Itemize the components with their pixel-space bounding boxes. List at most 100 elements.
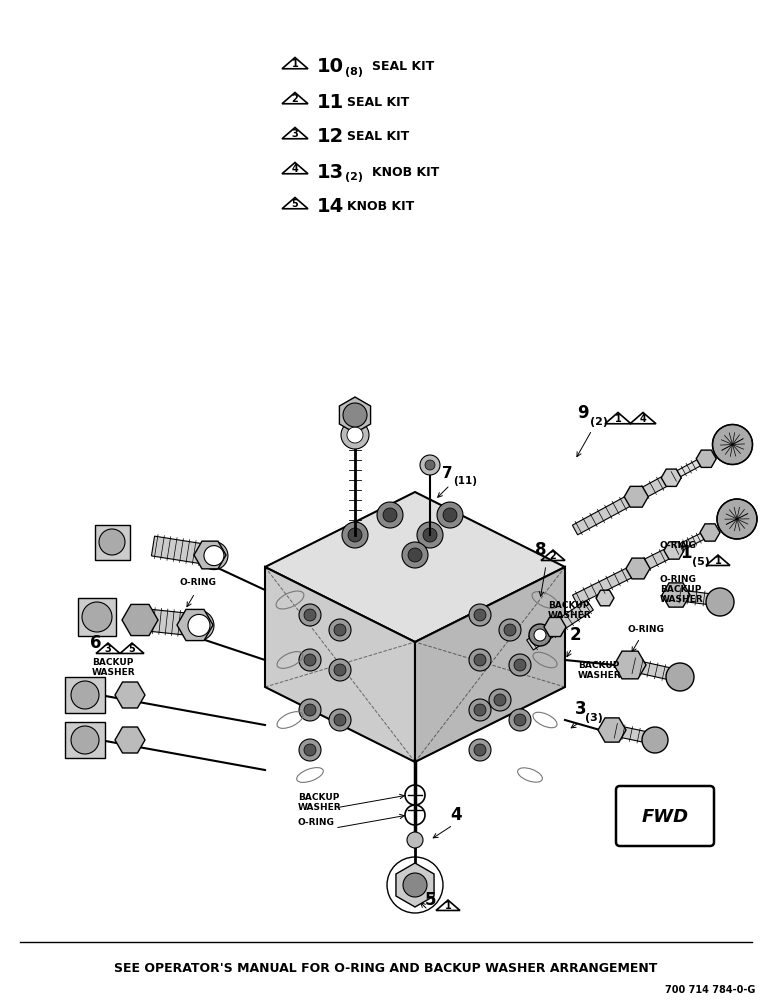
Polygon shape bbox=[265, 492, 565, 642]
Circle shape bbox=[402, 542, 428, 568]
Text: 2: 2 bbox=[550, 551, 557, 561]
Text: SEAL KIT: SEAL KIT bbox=[347, 96, 409, 108]
Circle shape bbox=[407, 832, 423, 848]
Text: 4: 4 bbox=[292, 164, 298, 174]
Polygon shape bbox=[527, 600, 594, 650]
Text: O-RING: O-RING bbox=[660, 575, 697, 584]
Bar bbox=[65, 677, 105, 713]
Text: 10: 10 bbox=[317, 57, 344, 77]
Circle shape bbox=[188, 614, 210, 636]
Text: BACKUP: BACKUP bbox=[92, 658, 134, 667]
Circle shape bbox=[299, 739, 321, 761]
Circle shape bbox=[343, 403, 367, 427]
Text: 6: 6 bbox=[90, 634, 101, 652]
Circle shape bbox=[509, 654, 531, 676]
Text: KNOB KIT: KNOB KIT bbox=[372, 165, 439, 178]
Text: 700 714 784-0-G: 700 714 784-0-G bbox=[665, 985, 755, 995]
Text: BACKUP: BACKUP bbox=[298, 793, 340, 802]
Polygon shape bbox=[611, 725, 651, 743]
Text: SEAL KIT: SEAL KIT bbox=[347, 130, 409, 143]
Circle shape bbox=[514, 714, 526, 726]
Circle shape bbox=[71, 681, 99, 709]
Polygon shape bbox=[265, 567, 415, 762]
Polygon shape bbox=[340, 397, 371, 433]
Circle shape bbox=[474, 654, 486, 666]
Polygon shape bbox=[573, 546, 676, 605]
Polygon shape bbox=[700, 524, 720, 541]
Text: 8: 8 bbox=[535, 541, 547, 559]
Polygon shape bbox=[544, 617, 566, 637]
Polygon shape bbox=[596, 590, 614, 606]
Circle shape bbox=[299, 604, 321, 626]
Circle shape bbox=[299, 649, 321, 671]
Circle shape bbox=[304, 704, 316, 716]
Circle shape bbox=[509, 709, 531, 731]
Text: WASHER: WASHER bbox=[548, 611, 591, 620]
Text: BACKUP: BACKUP bbox=[548, 601, 589, 610]
Circle shape bbox=[71, 726, 99, 754]
Text: 12: 12 bbox=[317, 127, 344, 146]
Circle shape bbox=[469, 604, 491, 626]
Text: 7: 7 bbox=[442, 466, 452, 481]
Text: 4: 4 bbox=[450, 806, 462, 824]
Text: (2): (2) bbox=[345, 172, 363, 182]
Circle shape bbox=[706, 588, 734, 616]
Text: 5: 5 bbox=[425, 891, 436, 909]
Circle shape bbox=[514, 659, 526, 671]
Circle shape bbox=[299, 699, 321, 721]
Circle shape bbox=[437, 502, 463, 528]
Circle shape bbox=[347, 427, 363, 443]
Circle shape bbox=[494, 694, 506, 706]
Circle shape bbox=[529, 624, 551, 646]
Circle shape bbox=[334, 624, 346, 636]
Text: O-RING: O-RING bbox=[627, 625, 664, 634]
Text: WASHER: WASHER bbox=[92, 668, 136, 677]
Circle shape bbox=[334, 664, 346, 676]
Polygon shape bbox=[598, 718, 626, 742]
Circle shape bbox=[469, 649, 491, 671]
Circle shape bbox=[713, 424, 753, 464]
Bar bbox=[95, 525, 130, 560]
Text: 5: 5 bbox=[129, 644, 135, 654]
Text: 2: 2 bbox=[570, 626, 581, 644]
Polygon shape bbox=[122, 604, 158, 636]
Polygon shape bbox=[672, 529, 712, 554]
Circle shape bbox=[504, 624, 516, 636]
Polygon shape bbox=[628, 659, 676, 681]
Text: 4: 4 bbox=[640, 414, 646, 424]
Polygon shape bbox=[664, 542, 684, 559]
Text: BACKUP: BACKUP bbox=[578, 661, 619, 670]
Circle shape bbox=[403, 873, 427, 897]
Circle shape bbox=[99, 529, 125, 555]
Polygon shape bbox=[662, 583, 690, 607]
Circle shape bbox=[425, 460, 435, 470]
Text: FWD: FWD bbox=[642, 808, 689, 826]
Circle shape bbox=[82, 602, 112, 632]
Circle shape bbox=[341, 421, 369, 449]
Text: 3: 3 bbox=[292, 129, 298, 139]
Circle shape bbox=[474, 704, 486, 716]
Circle shape bbox=[334, 714, 346, 726]
Text: 2: 2 bbox=[292, 94, 298, 104]
Polygon shape bbox=[625, 486, 648, 507]
Text: (5): (5) bbox=[692, 557, 710, 567]
Text: O-RING: O-RING bbox=[180, 578, 217, 587]
Text: WASHER: WASHER bbox=[660, 595, 703, 604]
Circle shape bbox=[204, 546, 224, 566]
Polygon shape bbox=[662, 469, 681, 486]
Circle shape bbox=[642, 727, 668, 753]
Circle shape bbox=[474, 744, 486, 756]
Polygon shape bbox=[572, 473, 674, 535]
Polygon shape bbox=[194, 541, 226, 569]
Text: 1: 1 bbox=[680, 544, 692, 562]
Text: (8): (8) bbox=[345, 67, 363, 77]
Circle shape bbox=[717, 499, 757, 539]
Circle shape bbox=[377, 502, 403, 528]
Polygon shape bbox=[614, 651, 646, 679]
Polygon shape bbox=[669, 456, 708, 481]
Text: 5: 5 bbox=[292, 199, 298, 209]
Polygon shape bbox=[115, 727, 145, 753]
Polygon shape bbox=[115, 682, 145, 708]
Bar bbox=[65, 722, 105, 758]
Circle shape bbox=[348, 528, 362, 542]
